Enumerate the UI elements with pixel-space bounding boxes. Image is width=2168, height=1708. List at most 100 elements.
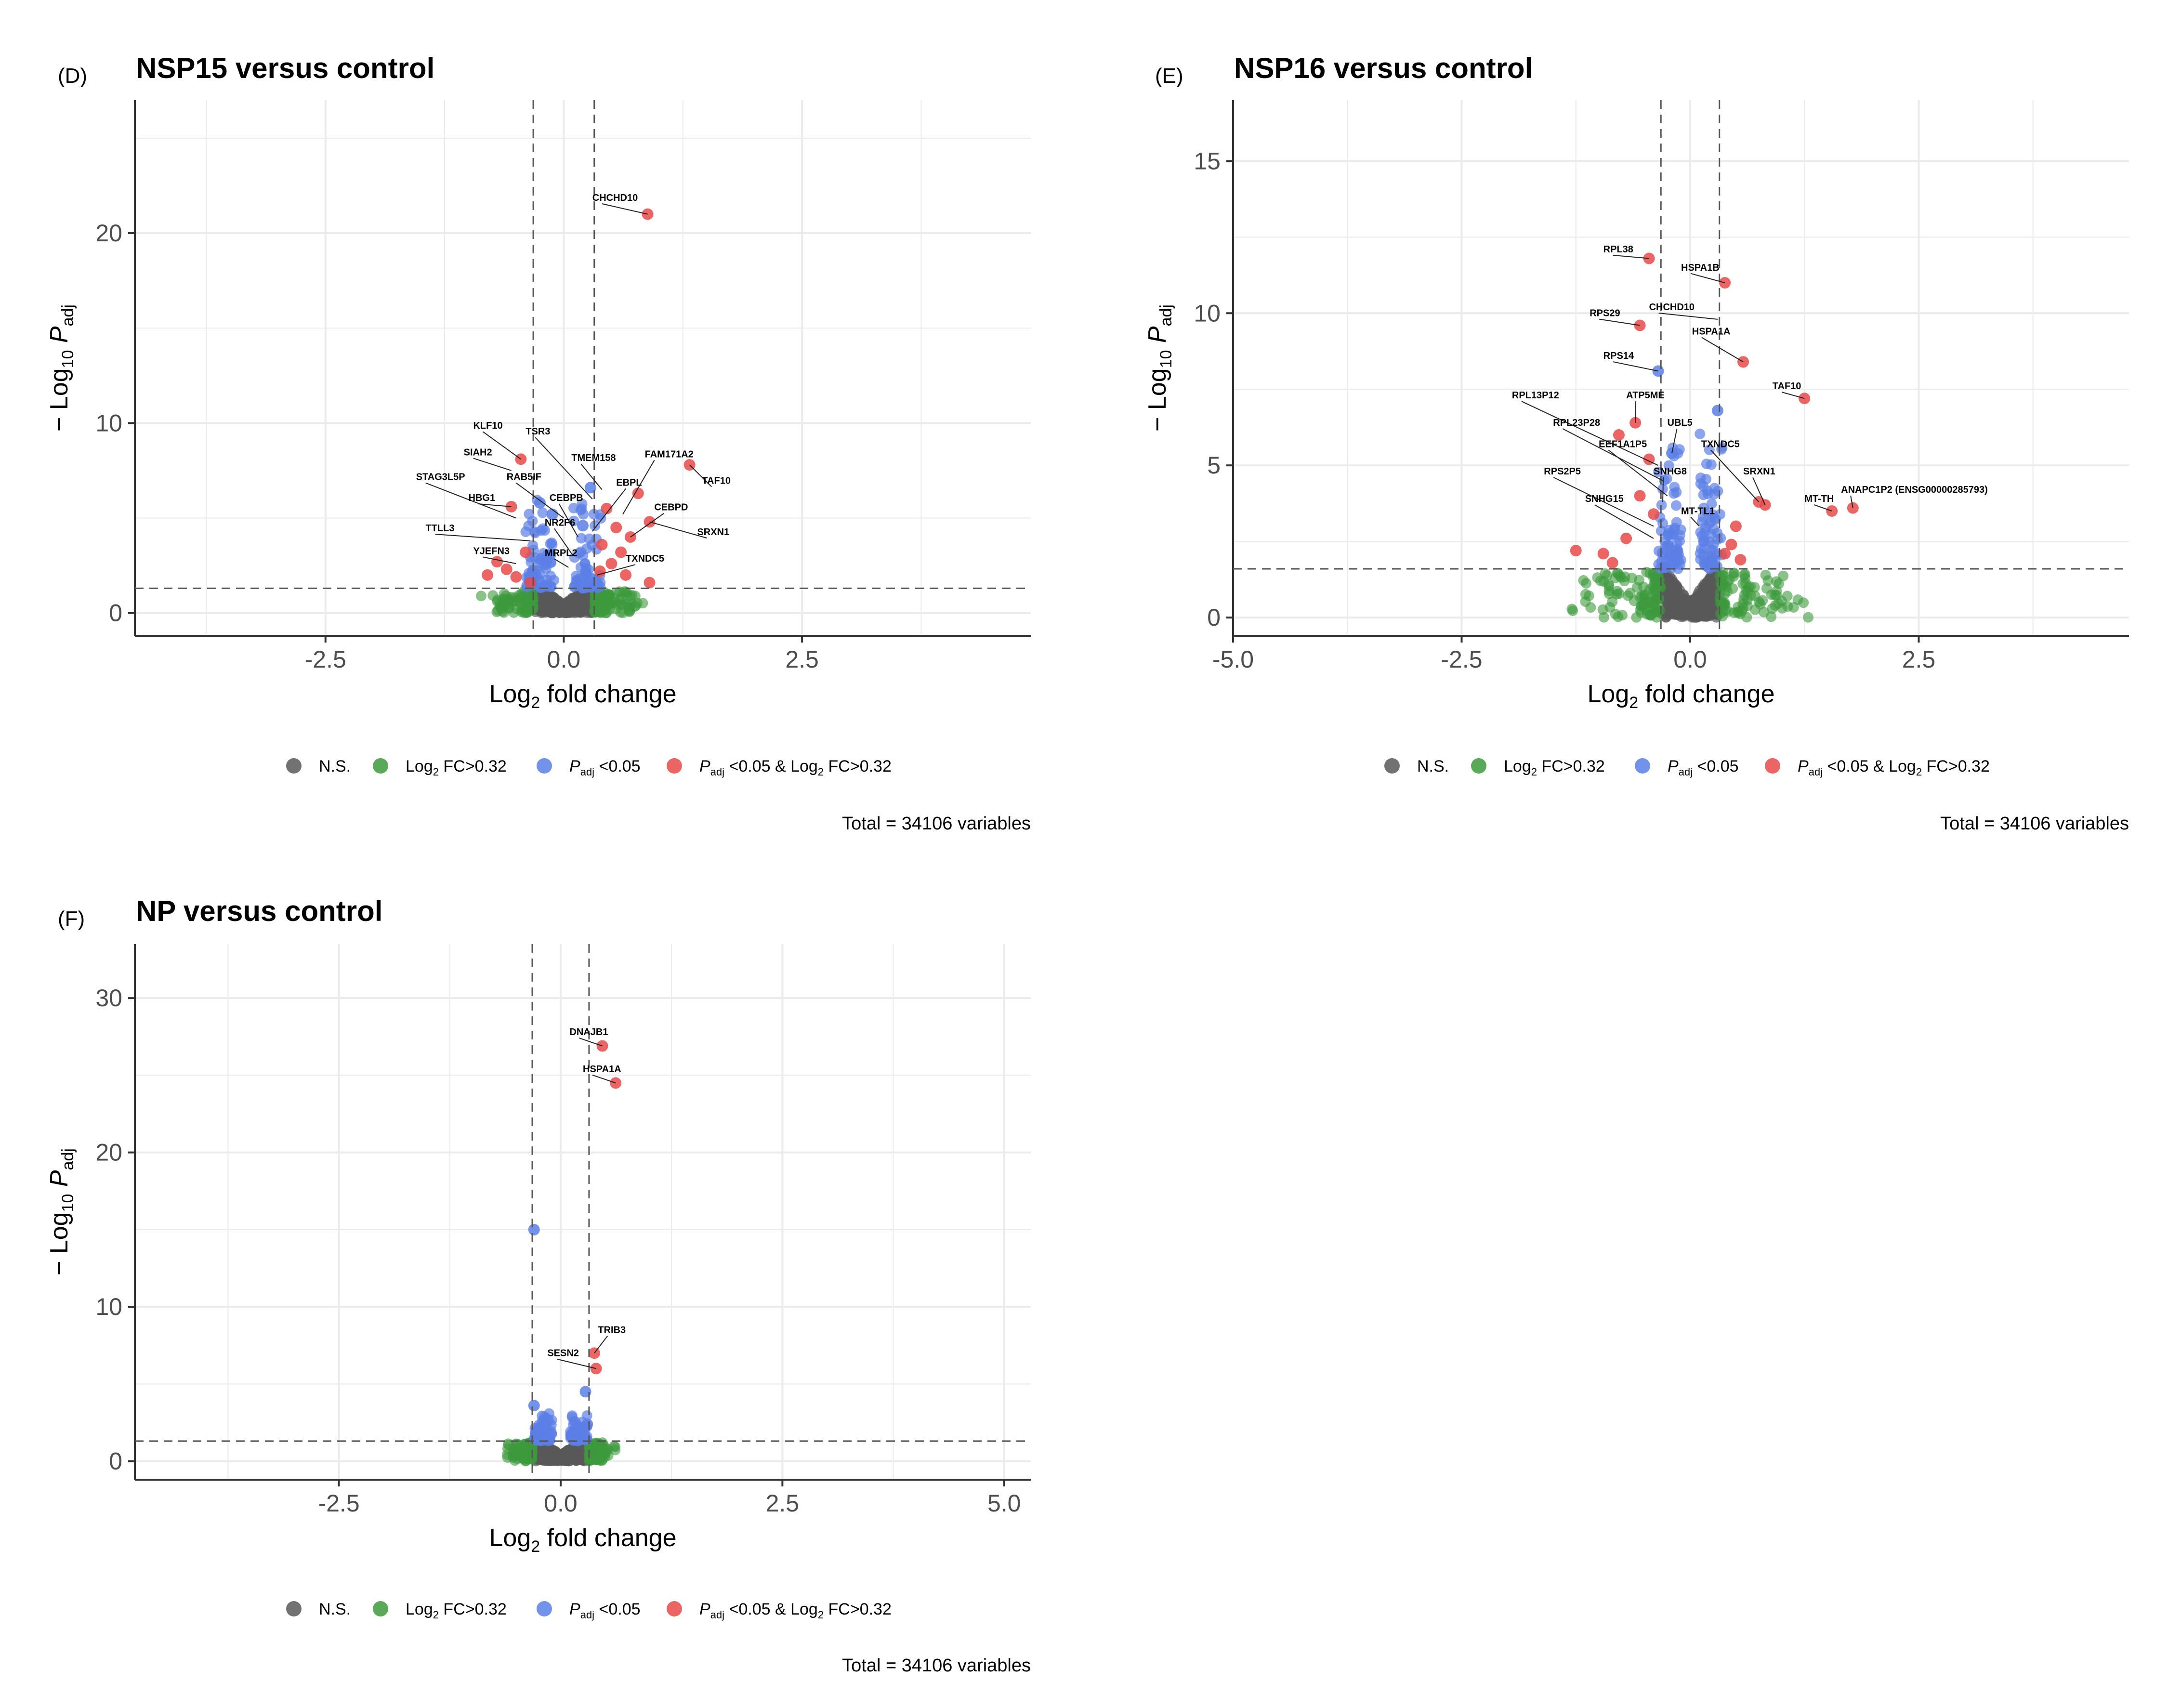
- gene-connector: [1690, 516, 1700, 527]
- point-fc: [1717, 597, 1728, 608]
- legend-label: N.S.: [1417, 757, 1449, 775]
- point-p: [584, 533, 595, 544]
- gene-connector: [1521, 401, 1658, 466]
- point-fc: [1761, 583, 1772, 594]
- gene-connector: [558, 503, 578, 538]
- point-both: [610, 522, 622, 534]
- x-tick-label: -5.0: [1212, 646, 1254, 673]
- point-both: [1620, 532, 1632, 544]
- point-p: [588, 573, 599, 584]
- point-p: [1675, 559, 1686, 570]
- point-fc: [604, 590, 615, 601]
- gene-connector: [1594, 504, 1654, 539]
- point-p: [595, 581, 606, 592]
- y-tick-label: 10: [95, 1293, 122, 1320]
- gene-connector: [630, 512, 664, 538]
- point-both: [644, 577, 656, 589]
- point-fc: [1638, 581, 1649, 592]
- y-tick-label: 20: [95, 220, 122, 247]
- point-fc: [503, 1440, 514, 1451]
- gene-connector: [483, 556, 516, 565]
- x-tick-label: 0.0: [547, 646, 581, 673]
- point-both: [1725, 539, 1737, 551]
- gene-label: RPL23P28: [1553, 418, 1600, 428]
- point-p: [570, 576, 581, 587]
- point-both: [1648, 508, 1660, 520]
- point-fc: [521, 602, 532, 613]
- gene-connector: [425, 482, 516, 519]
- x-tick-label: 2.5: [785, 646, 819, 673]
- point-fc: [587, 1453, 598, 1464]
- x-axis-title: Log2 fold change: [1587, 680, 1774, 712]
- gene-label: MT-TL1: [1681, 506, 1715, 516]
- gene-label: SESN2: [547, 1348, 579, 1359]
- gene-label: TAF10: [702, 476, 731, 486]
- point-p: [570, 1416, 581, 1427]
- gene-connector: [689, 464, 712, 487]
- legend-label: Log2 FC>0.32: [1504, 757, 1605, 778]
- gene-connector: [435, 534, 531, 541]
- gene-label: NR2F6: [545, 517, 575, 528]
- point-both: [1734, 554, 1747, 566]
- gene-label: FAM171A2: [645, 449, 694, 460]
- point-p: [1700, 473, 1711, 485]
- point-p: [584, 482, 596, 494]
- grid: [135, 100, 1031, 636]
- legend-label: Padj <0.05 & Log2 FC>0.32: [699, 1600, 892, 1621]
- gene-connector: [557, 1358, 596, 1369]
- x-tick-label: -2.5: [1441, 646, 1482, 673]
- x-tick-label: 5.0: [987, 1490, 1021, 1517]
- legend-label: Padj <0.05: [569, 1600, 641, 1621]
- legend-label: Padj <0.05: [1668, 757, 1739, 778]
- point-p: [533, 1429, 544, 1440]
- gene-label: RPL13P12: [1512, 390, 1559, 401]
- y-tick-label: 10: [1194, 300, 1221, 327]
- point-fc: [1607, 596, 1618, 607]
- point-fc: [1566, 604, 1577, 615]
- point-both: [520, 546, 532, 558]
- point-both: [1719, 548, 1731, 560]
- gene-label: MRPL2: [545, 548, 578, 558]
- gene-label: CEBPB: [550, 493, 583, 503]
- x-axis-title: Log2 fold change: [489, 1524, 676, 1556]
- point-p: [1659, 536, 1670, 547]
- panel-letter: (D): [58, 64, 87, 88]
- gene-label: MT-TH: [1804, 494, 1834, 504]
- point-fc: [609, 1441, 620, 1452]
- point-fc: [521, 1453, 532, 1464]
- gene-connector: [1850, 495, 1853, 508]
- point-both: [491, 556, 503, 568]
- gene-label: SRXN1: [697, 527, 729, 538]
- gene-labels: DNAJB1 HSPA1A TRIB3 SESN2: [547, 1027, 626, 1369]
- gene-label: STAG3L5P: [416, 472, 465, 483]
- point-fc: [1644, 568, 1656, 579]
- point-p: [568, 515, 579, 526]
- point-both: [1597, 548, 1609, 560]
- point-p: [1675, 524, 1686, 535]
- point-p: [535, 557, 546, 568]
- point-p: [528, 1223, 540, 1235]
- point-p: [577, 520, 589, 532]
- point-both: [482, 569, 494, 581]
- point-both: [1634, 490, 1646, 502]
- point-p: [1657, 518, 1668, 529]
- point-fc: [1649, 598, 1660, 609]
- gene-label: EBPL: [616, 477, 642, 488]
- point-both: [620, 569, 632, 581]
- point-ns: [1700, 584, 1711, 595]
- point-fc: [627, 590, 638, 601]
- legend-swatch: [286, 1601, 302, 1616]
- point-ns: [1668, 591, 1679, 602]
- legend-swatch: [667, 1601, 682, 1616]
- gene-connector: [1608, 449, 1668, 497]
- point-ns: [1675, 602, 1686, 613]
- point-fc: [599, 1451, 610, 1462]
- legend-label: Log2 FC>0.32: [406, 1600, 507, 1621]
- x-axis-title: Log2 fold change: [489, 680, 676, 712]
- gene-label: KLF10: [473, 420, 502, 431]
- gene-label: HSPA1A: [583, 1064, 621, 1075]
- gene-label: TMEM158: [571, 453, 616, 463]
- point-fc: [1613, 568, 1624, 579]
- point-p: [1712, 527, 1723, 539]
- point-fc: [499, 600, 510, 611]
